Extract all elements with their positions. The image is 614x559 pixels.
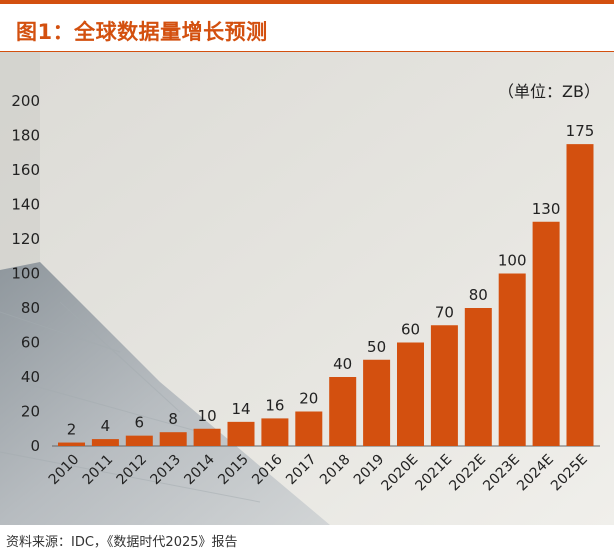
- data-label: 4: [101, 417, 111, 435]
- y-tick-label: 180: [11, 127, 40, 145]
- x-tick-label: 2016: [249, 451, 286, 488]
- x-tick-label: 2015: [215, 452, 252, 489]
- bar: [159, 432, 187, 446]
- chart-title: 图1：全球数据量增长预测: [16, 20, 268, 44]
- bar: [566, 144, 594, 446]
- bar: [464, 308, 492, 446]
- x-tick-label: 2018: [317, 452, 354, 489]
- x-tick-label: 2014: [181, 451, 218, 488]
- data-label: 40: [333, 355, 352, 373]
- data-label: 130: [532, 200, 561, 218]
- top-accent-rule: [0, 0, 614, 4]
- y-tick-label: 160: [11, 161, 40, 179]
- x-tick-label: 2010: [46, 452, 83, 489]
- data-label: 8: [168, 410, 178, 428]
- bar-chart: 0204060801001201401601802002201042011620…: [11, 92, 600, 495]
- data-label: 2: [67, 421, 77, 439]
- x-tick-label: 2012: [114, 452, 151, 489]
- data-label: 100: [498, 252, 527, 270]
- y-tick-label: 40: [21, 368, 40, 386]
- data-label: 60: [401, 321, 420, 339]
- data-label: 20: [299, 390, 318, 408]
- data-label: 16: [265, 396, 284, 414]
- x-tick-label: 2021E: [412, 452, 455, 495]
- bar: [430, 325, 458, 446]
- bar: [295, 411, 323, 446]
- y-tick-label: 80: [21, 299, 40, 317]
- bar: [193, 428, 221, 446]
- x-tick-label: 2020E: [379, 452, 422, 495]
- x-tick-label: 2023E: [480, 452, 523, 495]
- x-tick-label: 2013: [148, 452, 185, 489]
- x-tick-label: 2011: [80, 452, 117, 489]
- bar: [397, 342, 424, 446]
- data-label: 70: [435, 303, 454, 321]
- bar: [58, 442, 85, 446]
- data-label: 50: [367, 338, 386, 356]
- y-tick-label: 0: [30, 437, 40, 455]
- bar: [532, 221, 560, 446]
- y-tick-label: 100: [11, 265, 40, 283]
- y-tick-label: 200: [11, 92, 40, 110]
- bar: [125, 435, 153, 446]
- y-tick-label: 120: [11, 230, 40, 248]
- bar: [329, 377, 357, 446]
- bar: [227, 421, 255, 446]
- data-label: 14: [231, 400, 250, 418]
- bar: [261, 418, 289, 446]
- bar: [91, 439, 119, 446]
- data-label: 6: [135, 414, 145, 432]
- unit-label: （单位：ZB）: [498, 82, 600, 101]
- data-label: 175: [566, 122, 595, 140]
- bar: [363, 359, 391, 446]
- x-tick-label: 2025E: [548, 452, 591, 495]
- y-tick-label: 20: [21, 403, 40, 421]
- x-tick-label: 2024E: [514, 452, 557, 495]
- title-divider: [0, 51, 614, 52]
- y-tick-label: 60: [21, 334, 40, 352]
- data-label: 80: [469, 286, 488, 304]
- bar: [498, 273, 526, 446]
- x-tick-label: 2022E: [446, 452, 489, 495]
- data-label: 10: [198, 407, 217, 425]
- x-tick-label: 2017: [283, 452, 320, 489]
- y-tick-label: 140: [11, 196, 40, 214]
- source-note: 资料来源：IDC，《数据时代2025》报告: [6, 535, 238, 550]
